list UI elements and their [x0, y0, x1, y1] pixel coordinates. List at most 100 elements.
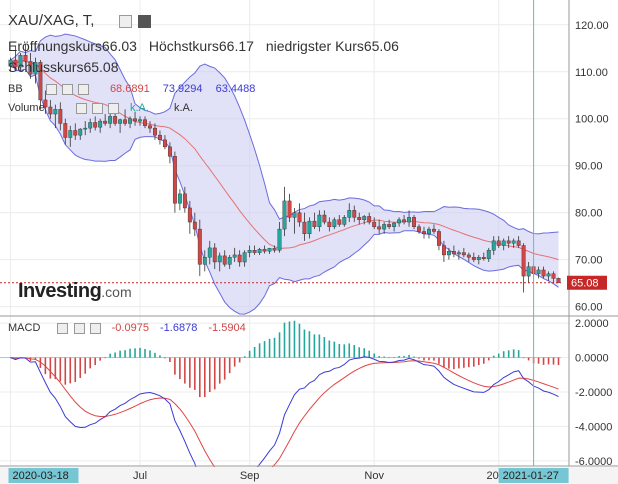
macd-histogram-bar: [433, 357, 435, 361]
candle-body: [277, 228, 282, 251]
candle: [382, 222, 387, 234]
candle: [427, 226, 431, 239]
ohlc-row-1: Eröffnungskurs66.03 Höchstkurs66.17 nied…: [8, 38, 399, 54]
price-tick-label: 70.00: [575, 255, 603, 267]
macd-histogram-bar: [423, 357, 425, 361]
candle: [322, 210, 327, 225]
candle: [8, 57, 13, 72]
candle: [73, 123, 78, 140]
candle: [292, 207, 297, 234]
gear-icon[interactable]: [91, 102, 103, 114]
candle-body: [83, 127, 88, 130]
macd-histogram-bar: [208, 357, 211, 392]
candle-body: [247, 250, 252, 253]
candle: [237, 250, 242, 267]
eye-icon[interactable]: [45, 83, 57, 95]
candle-body: [372, 221, 377, 227]
candle-body: [357, 217, 362, 220]
macd-histogram-bar: [343, 344, 346, 358]
candle-body: [158, 134, 162, 141]
macd-histogram-bar: [263, 341, 266, 358]
candle-body: [491, 240, 496, 251]
candle-body: [312, 220, 317, 227]
candle-body: [317, 214, 322, 227]
macd-histogram-bar: [283, 322, 286, 358]
candle: [481, 252, 486, 261]
price-tick-label: 80.00: [575, 208, 603, 220]
candle: [337, 215, 342, 227]
close-icon[interactable]: [89, 322, 101, 334]
candle: [347, 203, 352, 223]
macd-histogram-bar: [154, 352, 156, 358]
gear-icon[interactable]: [137, 14, 151, 28]
close-icon[interactable]: [107, 102, 119, 114]
macd-histogram-bar: [238, 357, 241, 363]
candle-body: [506, 240, 511, 244]
gear-icon[interactable]: [73, 322, 85, 334]
candle: [197, 219, 202, 277]
open-label: Eröffnungskurs: [8, 38, 102, 54]
candle-body: [332, 219, 337, 227]
candle-body: [222, 255, 227, 265]
candle: [212, 243, 217, 270]
candle: [68, 125, 73, 147]
symbol-title: XAU/XAG, T,: [8, 12, 95, 29]
macd-histogram-bar: [333, 341, 336, 358]
candle: [516, 236, 521, 248]
macd-histogram-bar: [557, 357, 560, 366]
candle: [207, 240, 212, 265]
macd-histogram-bar: [203, 357, 206, 398]
macd-histogram-bar: [463, 357, 465, 368]
candle-body: [148, 125, 152, 129]
macd-tick-label: 2.0000: [575, 318, 609, 330]
candle-body: [53, 109, 58, 115]
candle-body: [28, 61, 33, 75]
bollinger-bands: [10, 33, 559, 315]
candle: [48, 99, 53, 119]
macd-histogram-bar: [418, 357, 420, 359]
candle: [362, 215, 367, 225]
volume-label: Volume: [8, 102, 45, 114]
candle-body: [536, 269, 541, 274]
macd-histogram-bar: [522, 357, 525, 359]
candle: [387, 219, 392, 230]
candle: [526, 261, 531, 284]
candle-body: [456, 252, 461, 255]
candle: [108, 111, 113, 129]
candle-body: [272, 248, 277, 251]
macd-histogram-bar: [74, 357, 77, 382]
candle: [138, 116, 142, 126]
eye-icon[interactable]: [57, 322, 69, 334]
candle-body: [302, 221, 307, 235]
eye-icon[interactable]: [118, 14, 132, 28]
macd-histogram-bar: [358, 347, 361, 358]
candle: [412, 215, 416, 230]
macd-histogram-bar: [323, 337, 326, 358]
candle-body: [242, 252, 247, 263]
macd-histogram-bar: [363, 348, 366, 358]
candle: [33, 57, 38, 84]
macd-histogram-bar: [443, 357, 445, 368]
macd-histogram-bar: [308, 331, 311, 358]
candle-body: [516, 240, 521, 246]
macd-histogram-bar: [497, 353, 500, 358]
macd-histogram-bar: [507, 350, 510, 358]
candle-body: [118, 119, 123, 124]
macd-histogram-bar: [453, 357, 455, 370]
candle-body: [322, 214, 327, 223]
candle: [546, 271, 551, 281]
candle-body: [177, 193, 182, 204]
macd-histogram-bar: [124, 350, 126, 358]
candle: [377, 219, 382, 234]
macd-histogram-bar: [258, 343, 261, 358]
candle-body: [352, 210, 357, 218]
eye-icon[interactable]: [75, 102, 87, 114]
candle-body: [511, 240, 516, 244]
gear-icon[interactable]: [61, 83, 73, 95]
close-icon[interactable]: [77, 83, 89, 95]
candle-body: [88, 122, 93, 129]
candle: [476, 254, 481, 265]
macd-histogram-bar: [253, 347, 256, 358]
candle-body: [207, 247, 212, 258]
